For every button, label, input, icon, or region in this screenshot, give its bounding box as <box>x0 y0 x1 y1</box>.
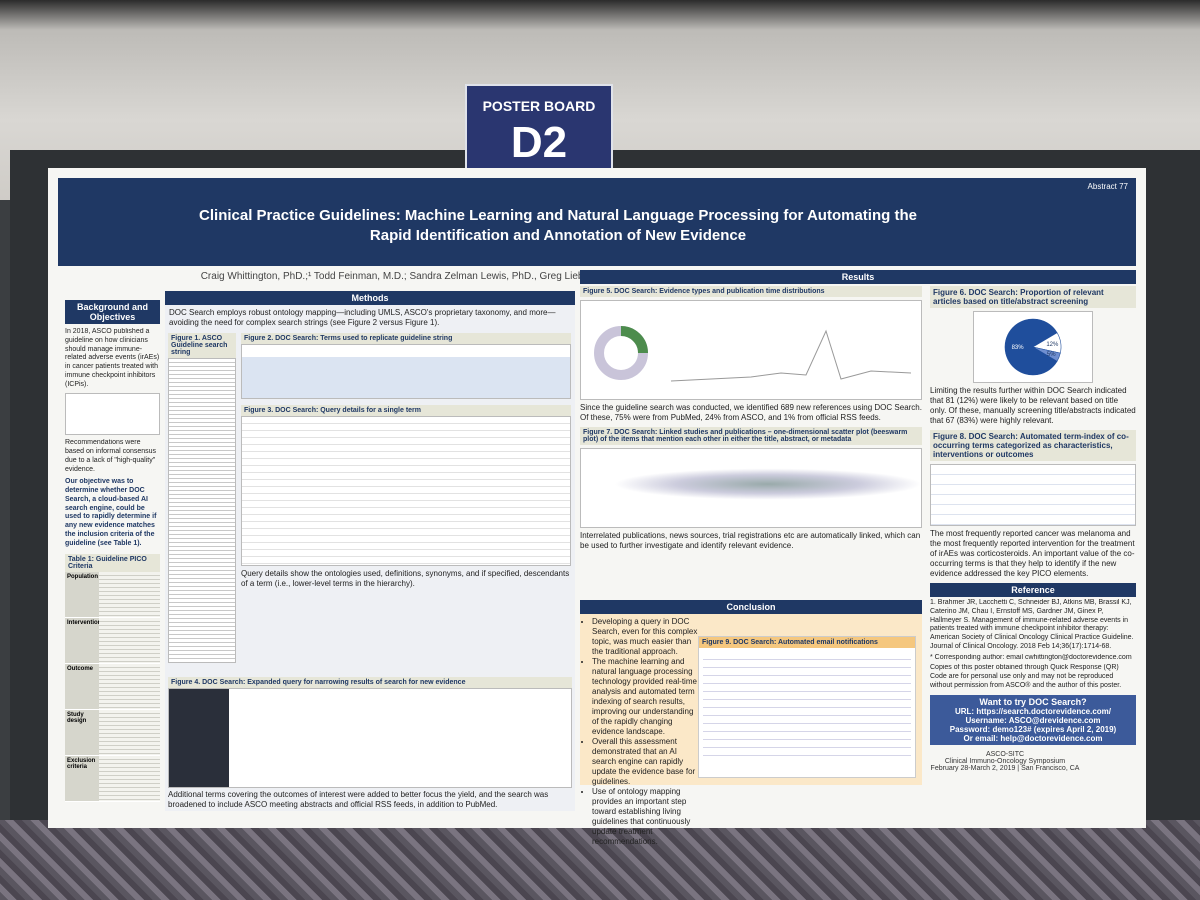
paragraph: Since the guideline search was conducted… <box>580 403 922 422</box>
figure-caption: Figure 5. DOC Search: Evidence types and… <box>580 286 922 297</box>
reference: 1. Brahmer JR, Lacchetti C, Schneider BJ… <box>930 599 1134 650</box>
try-line: URL: https://search.doctorevidence.com/ <box>954 706 1112 716</box>
footer-line: February 28-March 2, 2019 | San Francisc… <box>930 764 1080 772</box>
row-label: Intervention <box>65 618 101 664</box>
table-row: Study design <box>65 710 160 757</box>
conclusion-list: Developing a query in DOC Search, even f… <box>580 617 702 847</box>
figure-2: Figure 2. DOC Search: Terms used to repl… <box>241 333 571 399</box>
paragraph: Recommendations were based on informal c… <box>65 439 157 473</box>
search-terms <box>241 344 571 399</box>
guideline-image <box>65 393 160 436</box>
figure-caption: Figure 9. DOC Search: Automated email no… <box>699 637 915 648</box>
background-column: Background and Objectives In 2018, ASCO … <box>65 300 160 810</box>
methods-column: Methods DOC Search employs robust ontolo… <box>165 291 575 811</box>
distribution-charts <box>580 300 922 400</box>
expanded-query <box>168 688 572 788</box>
authors: Craig Whittington, PhD.;¹ Todd Feinman, … <box>200 271 916 282</box>
table-row: Intervention <box>65 618 160 665</box>
figure-caption: Figure 4. DOC Search: Expanded query for… <box>168 677 572 688</box>
pie-label: 83% <box>1012 345 1025 351</box>
results-column: Figure 5. DOC Search: Evidence types and… <box>580 286 922 596</box>
try-heading: Want to try DOC Search? <box>979 696 1087 707</box>
bullet: Use of ontology mapping provides an impo… <box>592 787 702 847</box>
footer-line: ASCO-SITC <box>985 750 1025 758</box>
footer-line: Clinical Immuno-Oncology Symposium <box>944 757 1066 765</box>
corresponding-author: * Corresponding author: email cwhittingt… <box>930 653 1132 661</box>
row-cell <box>99 756 160 802</box>
table-row: Outcome <box>65 664 160 711</box>
term-index <box>930 464 1136 526</box>
try-box: Want to try DOC Search? URL: https://sea… <box>930 694 1136 745</box>
pie-slice <box>1004 318 1058 376</box>
try-line: Or email: help@doctorevidence.com <box>963 733 1103 743</box>
paragraph: DOC Search employs robust ontology mappi… <box>169 308 556 327</box>
pico-table: Population Intervention Outcome Study desig… <box>65 572 160 803</box>
bullet: Developing a query in DOC Search, even f… <box>592 617 702 657</box>
conclusion: Conclusion Developing a query in DOC Sea… <box>580 600 922 846</box>
bullet: Overall this assessment demonstrated tha… <box>592 737 702 787</box>
table-title: Table 1: Guideline PICO Criteria <box>65 554 160 573</box>
beeswarm-plot <box>580 448 922 528</box>
row-cell <box>99 572 160 618</box>
abstract-number: Abstract 77 <box>1087 182 1128 191</box>
section-heading: Methods <box>165 291 575 305</box>
figure-4: Figure 4. DOC Search: Expanded query for… <box>168 677 572 810</box>
figure-caption: Figure 2. DOC Search: Terms used to repl… <box>241 333 571 344</box>
carpet <box>0 820 1200 900</box>
sign-label: POSTER BOARD <box>482 98 596 114</box>
try-line: Password: demo123# (expires April 2, 201… <box>949 724 1117 734</box>
email-list <box>703 652 911 762</box>
figure-caption: Figure 6. DOC Search: Proportion of rele… <box>930 286 1136 308</box>
figure-6: 83% 12% 5% <box>973 311 1093 383</box>
section-heading: Conclusion <box>580 600 922 614</box>
section-heading: Reference <box>930 583 1136 597</box>
table-row: Exclusion criteria <box>65 756 160 803</box>
figure-9: Figure 9. DOC Search: Automated email no… <box>698 636 916 778</box>
donut-segment <box>620 326 648 354</box>
figure-caption: Figure 7. DOC Search: Linked studies and… <box>580 427 922 445</box>
figure-caption: Figure 1. ASCO Guideline search string <box>168 333 236 358</box>
try-line: Username: ASCO@drevidence.com <box>965 715 1101 725</box>
paragraph: In 2018, ASCO published a guideline on h… <box>65 328 160 388</box>
paragraph: Limiting the results further within DOC … <box>930 386 1136 425</box>
right-column: Figure 6. DOC Search: Proportion of rele… <box>930 286 1136 806</box>
row-cell <box>99 618 160 664</box>
results-heading-bar: Results <box>580 270 1136 284</box>
row-cell <box>99 664 160 710</box>
title-band: Abstract 77 Clinical Practice Guidelines… <box>58 178 1136 266</box>
copies-note: Copies of this poster obtained through Q… <box>930 664 1122 689</box>
figure-caption: Figure 8. DOC Search: Automated term-ind… <box>930 430 1136 461</box>
footer: ASCO-SITC Clinical Immuno-Oncology Sympo… <box>930 751 1080 772</box>
figure-3: Figure 3. DOC Search: Query details for … <box>241 405 571 589</box>
paragraph: Query details show the ontologies used, … <box>241 569 570 588</box>
pie-chart: 83% 12% 5% <box>1004 318 1062 376</box>
paragraph: The most frequently reported cancer was … <box>930 529 1135 578</box>
figure-caption: Figure 3. DOC Search: Query details for … <box>241 405 571 416</box>
section-heading: Background and Objectives <box>65 300 160 324</box>
paragraph: Interrelated publications, news sources,… <box>580 531 921 550</box>
query-details <box>241 416 571 566</box>
bullet: The machine learning and natural languag… <box>592 657 702 737</box>
row-cell <box>99 710 160 756</box>
row-label: Population <box>65 572 99 618</box>
figure-1: Figure 1. ASCO Guideline search string <box>168 333 236 675</box>
paragraph: Our objective was to determine whether D… <box>65 478 157 547</box>
poster-title: Clinical Practice Guidelines: Machine Le… <box>199 207 917 244</box>
pie-label: 12% <box>1046 342 1059 348</box>
row-label: Exclusion criteria <box>65 756 99 802</box>
table-row: Population <box>65 572 160 619</box>
charts-thumb <box>594 326 912 382</box>
row-label: Study design <box>65 710 99 756</box>
section-heading: Results <box>580 270 1136 284</box>
pie-label: 5% <box>1047 352 1056 358</box>
timeline <box>670 329 912 382</box>
paragraph: Additional terms covering the outcomes o… <box>168 790 549 809</box>
row-label: Outcome <box>65 664 99 710</box>
search-string <box>168 358 236 663</box>
sign-number: D2 <box>510 118 568 167</box>
poster: Abstract 77 Clinical Practice Guidelines… <box>48 168 1146 846</box>
pie-slice <box>1032 346 1061 362</box>
